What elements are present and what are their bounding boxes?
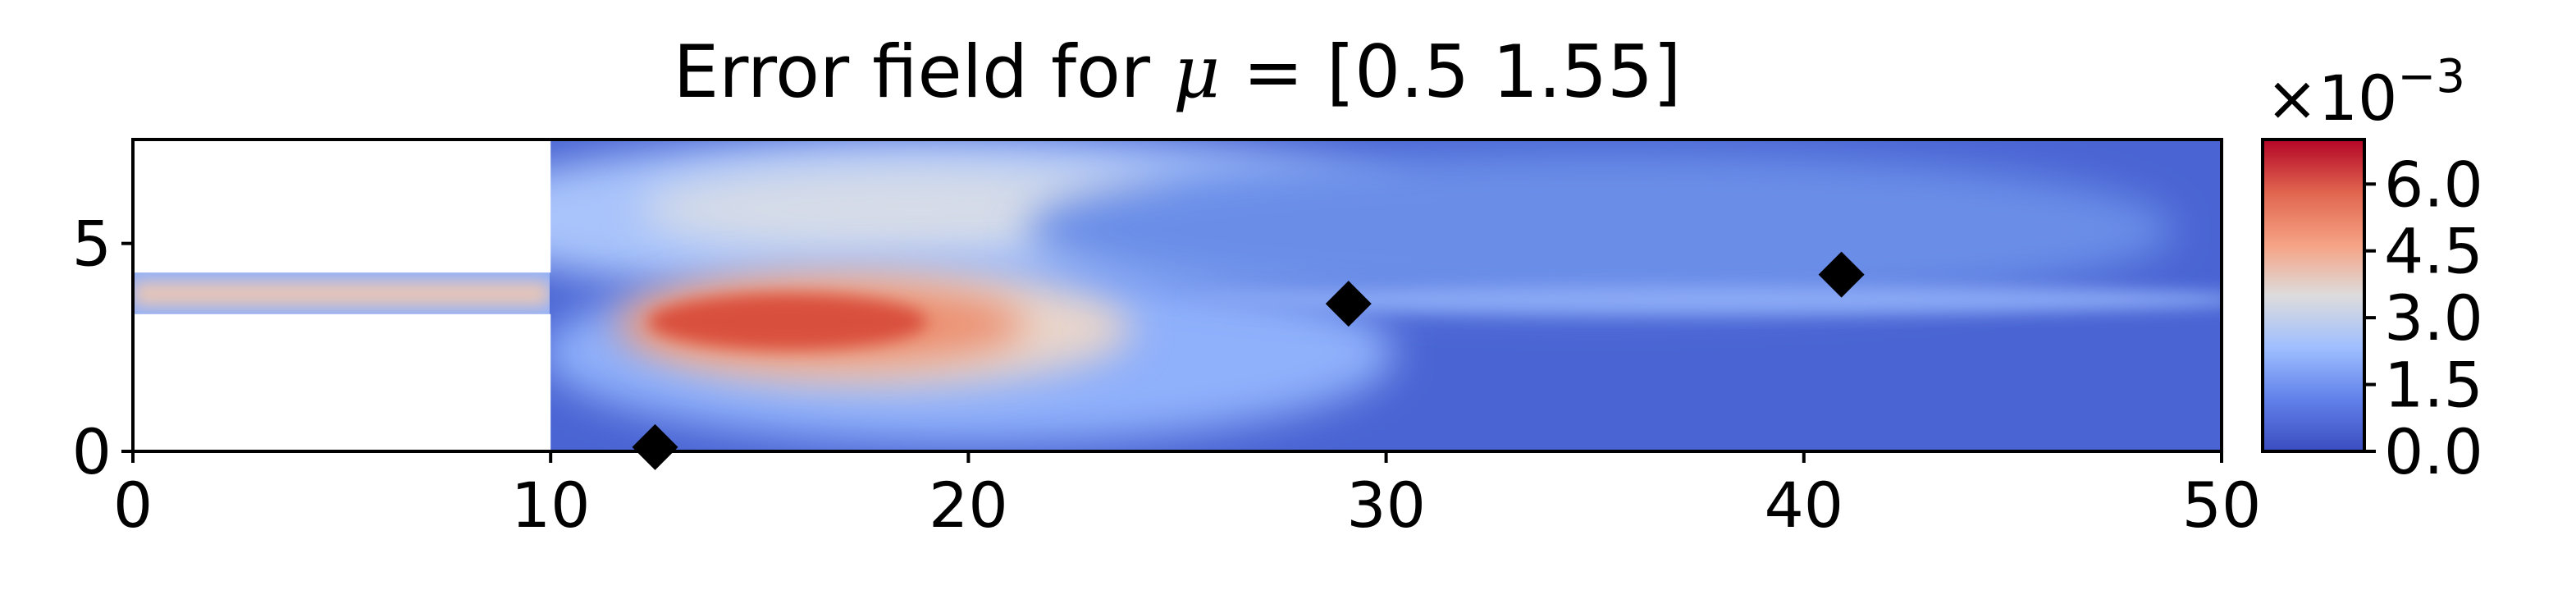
error-field-chamber bbox=[550, 140, 2222, 451]
y-tick-label: 0 bbox=[72, 415, 112, 488]
diamond-marker bbox=[1325, 281, 1372, 327]
chart-title: Error field for μ = [0.5 1.55] bbox=[674, 30, 1682, 114]
inlet-blank-bottom bbox=[135, 313, 551, 450]
diamond-marker bbox=[1818, 251, 1865, 298]
x-tick-label: 10 bbox=[511, 469, 591, 542]
diamond-marker bbox=[632, 423, 678, 470]
x-tick-label: 0 bbox=[113, 469, 153, 542]
colorbar-exponent-label: ×10−3 bbox=[2266, 50, 2465, 135]
x-tick-label: 40 bbox=[1764, 469, 1843, 542]
x-tick-label: 20 bbox=[929, 469, 1008, 542]
x-tick-label: 50 bbox=[2182, 469, 2262, 542]
colorbar-tick-label: 6.0 bbox=[2384, 148, 2483, 221]
plot-area: 0 10 20 30 40 50 05 bbox=[72, 138, 2262, 542]
error-field-inlet bbox=[133, 272, 550, 315]
colorbar: ×10−3 0.01.53.04.56.0 bbox=[2261, 50, 2483, 488]
colorbar-gradient bbox=[2261, 138, 2366, 453]
marker-layer bbox=[632, 251, 1865, 470]
y-tick-label: 5 bbox=[72, 208, 112, 281]
colorbar-ticks: 0.01.53.04.56.0 bbox=[2364, 148, 2483, 488]
colorbar-tick-label: 1.5 bbox=[2384, 349, 2483, 422]
inlet-blank-top bbox=[135, 141, 551, 273]
axes-frame bbox=[131, 138, 2223, 453]
x-tick-label: 30 bbox=[1346, 469, 1426, 542]
colorbar-tick-label: 0.0 bbox=[2384, 415, 2483, 488]
y-axis: 05 bbox=[72, 208, 133, 488]
x-axis: 0 10 20 30 40 50 bbox=[113, 451, 2262, 542]
colorbar-tick-label: 4.5 bbox=[2384, 215, 2483, 288]
colorbar-tick-label: 3.0 bbox=[2384, 281, 2483, 355]
